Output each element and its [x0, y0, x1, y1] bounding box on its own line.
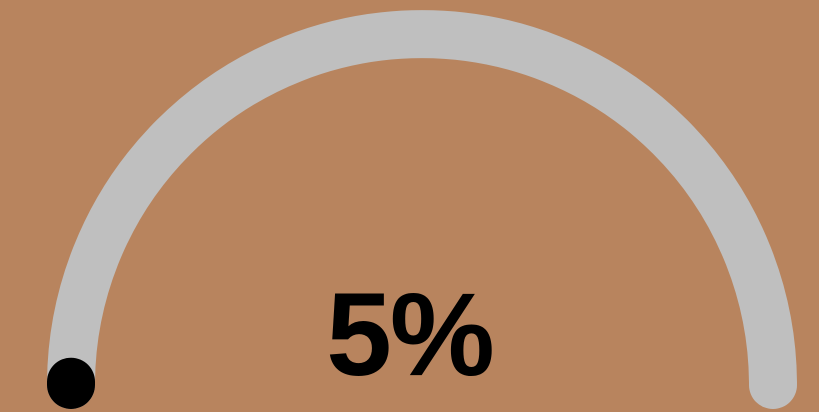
gauge-track	[47, 10, 797, 409]
gauge-value-label: 5%	[326, 269, 495, 401]
